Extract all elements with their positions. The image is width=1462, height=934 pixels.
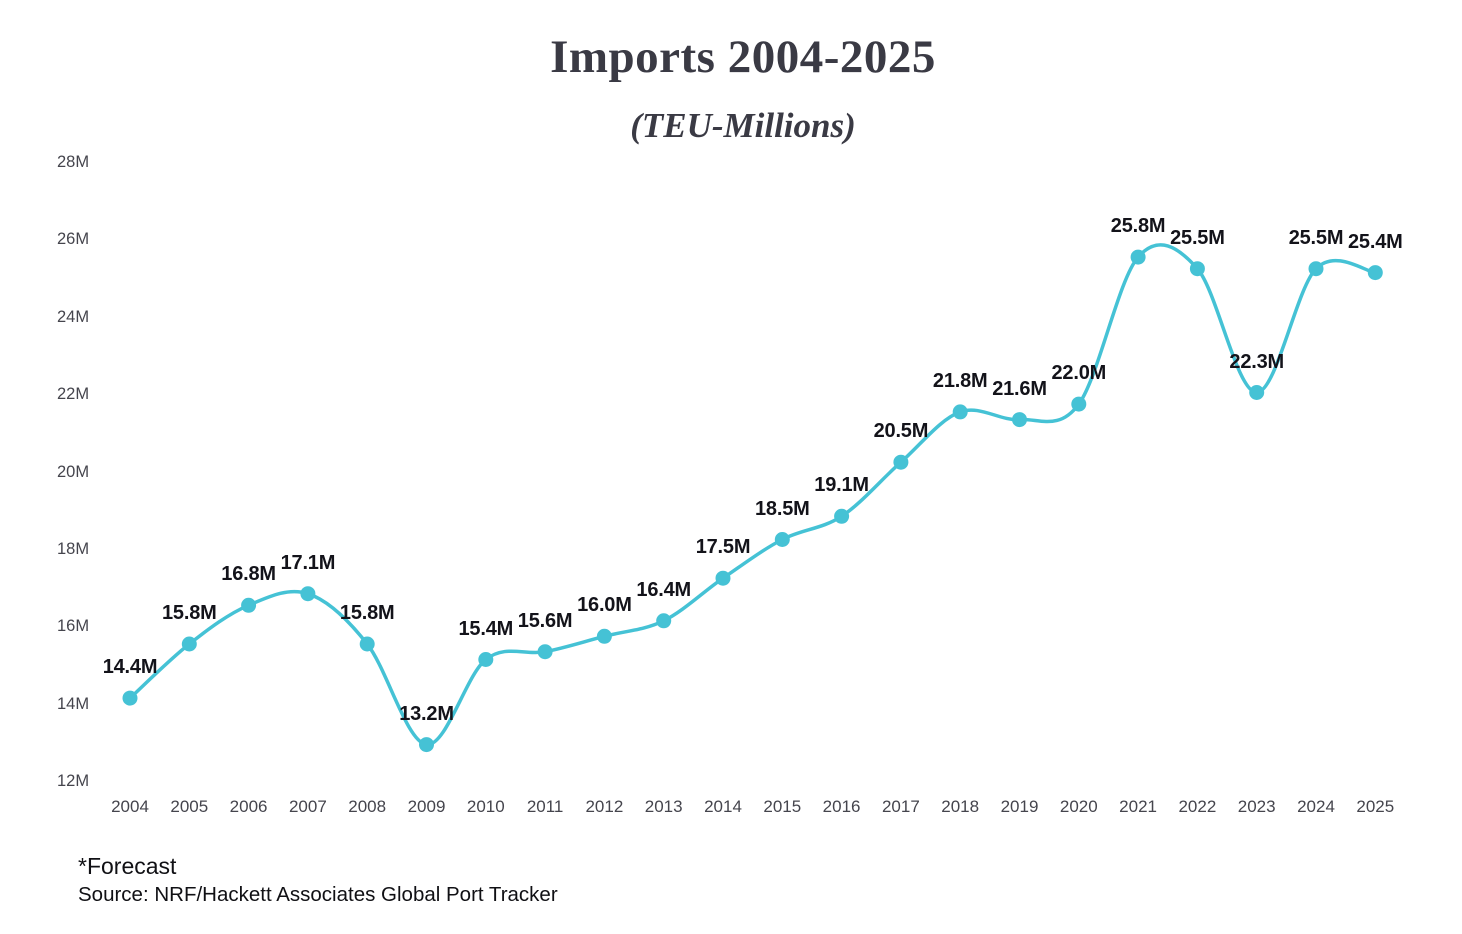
y-axis-tick-label-20M: 20M [57, 462, 90, 481]
x-axis-tick-label-2023: 2023 [1237, 797, 1276, 816]
line-series [128, 243, 1378, 747]
data-point-label-2007: 17.1M [280, 551, 336, 574]
x-axis-tick-label-2009: 2009 [407, 797, 446, 816]
data-point-label-2023: 22.3M [1229, 350, 1284, 373]
data-point-2007 [300, 586, 316, 602]
x-axis-tick-label-2008: 2008 [348, 797, 387, 816]
x-axis-tick-label-2011: 2011 [526, 797, 564, 816]
data-point-label-2013: 16.4M [636, 578, 691, 601]
data-point-label-2006: 16.8M [221, 563, 276, 586]
data-point-label-2025: 25.4M [1348, 230, 1403, 253]
y-axis-tick-label-12M: 12M [57, 772, 90, 790]
data-point-2020 [1071, 396, 1087, 412]
data-point-label-2012: 16.0M [577, 594, 632, 617]
data-point-2021 [1130, 249, 1146, 265]
x-axis-tick-label-2024: 2024 [1297, 797, 1335, 816]
data-point-label-2014: 17.5M [695, 536, 751, 559]
forecast-note: *Forecast [78, 853, 177, 879]
data-point-2019 [1012, 412, 1027, 428]
chart-header: Imports 2004-2025 (TEU-Millions) [24, 30, 1462, 146]
data-point-2009 [419, 737, 434, 753]
source-note: Source: NRF/Hackett Associates Global Po… [78, 883, 558, 906]
data-point-2022 [1189, 261, 1205, 277]
x-axis-tick-label-2018: 2018 [941, 797, 980, 816]
y-axis-tick-label-18M: 18M [57, 539, 90, 558]
data-point-2006 [241, 597, 257, 613]
data-point-label-2020: 22.0M [1051, 362, 1107, 385]
data-point-2011 [537, 644, 553, 660]
x-axis-tick-label-2016: 2016 [822, 797, 861, 816]
x-axis-tick-label-2014: 2014 [704, 797, 742, 816]
y-axis-tick-label-24M: 24M [57, 307, 90, 326]
data-point-label-2004: 14.4M [102, 656, 158, 679]
data-point-label-2017: 20.5M [873, 420, 929, 443]
y-axis-tick-label-26M: 26M [57, 230, 90, 249]
data-point-label-2009: 13.2M [399, 702, 454, 725]
data-point-label-2005: 15.8M [162, 602, 217, 624]
x-axis-tick-label-2007: 2007 [288, 797, 327, 816]
x-axis-tick-label-2025: 2025 [1356, 797, 1395, 816]
data-point-2014 [715, 570, 731, 586]
data-point-2010 [478, 652, 494, 667]
data-point-2013 [656, 613, 672, 629]
y-axis-tick-label-22M: 22M [57, 385, 90, 404]
data-point-2018 [952, 404, 968, 420]
x-axis-tick-label-2019: 2019 [1000, 797, 1039, 816]
y-axis-tick-label-14M: 14M [57, 694, 90, 713]
chart-title: Imports 2004-2025 [550, 31, 936, 83]
data-point-label-2016: 19.1M [814, 474, 869, 497]
data-point-2024 [1308, 261, 1324, 277]
data-point-2012 [596, 628, 612, 644]
data-point-label-2010: 15.4M [458, 617, 514, 640]
data-point-label-2021: 25.8M [1110, 215, 1166, 238]
x-axis-tick-label-2005: 2005 [170, 797, 209, 816]
x-axis-tick-label-2015: 2015 [763, 797, 802, 816]
x-axis-tick-label-2013: 2013 [644, 797, 683, 816]
data-point-2004 [122, 690, 138, 706]
data-point-label-2015: 18.5M [755, 497, 810, 520]
y-axis-tick-label-16M: 16M [57, 617, 90, 636]
data-point-label-2019: 21.6M [992, 377, 1047, 400]
data-point-2025 [1367, 265, 1383, 281]
x-axis-tick-label-2020: 2020 [1059, 797, 1098, 816]
chart-subtitle: (TEU-Millions) [630, 106, 856, 145]
data-point-2005 [181, 636, 197, 652]
x-axis-tick-label-2017: 2017 [881, 797, 920, 816]
chart-footer: *Forecast Source: NRF/Hackett Associates… [78, 851, 558, 909]
data-point-2015 [774, 532, 790, 547]
data-point-label-2024: 25.5M [1288, 226, 1344, 249]
x-axis-tick-label-2021: 2021 [1119, 797, 1157, 816]
data-point-label-2022: 25.5M [1170, 226, 1225, 249]
data-point-2017 [893, 454, 909, 470]
x-axis-tick-label-2012: 2012 [585, 797, 624, 816]
x-axis-tick-label-2010: 2010 [466, 797, 505, 816]
x-axis-tick-label-2004: 2004 [111, 797, 149, 816]
y-axis-tick-label-28M: 28M [57, 153, 90, 171]
data-point-label-2018: 21.8M [932, 369, 988, 392]
data-point-2008 [359, 636, 375, 652]
data-point-2016 [834, 508, 850, 524]
data-point-2023 [1249, 385, 1265, 400]
x-axis-tick-label-2006: 2006 [229, 797, 268, 816]
data-point-label-2008: 15.8M [339, 602, 395, 624]
data-point-label-2011: 15.6M [517, 609, 573, 632]
x-axis-tick-label-2022: 2022 [1178, 797, 1217, 816]
